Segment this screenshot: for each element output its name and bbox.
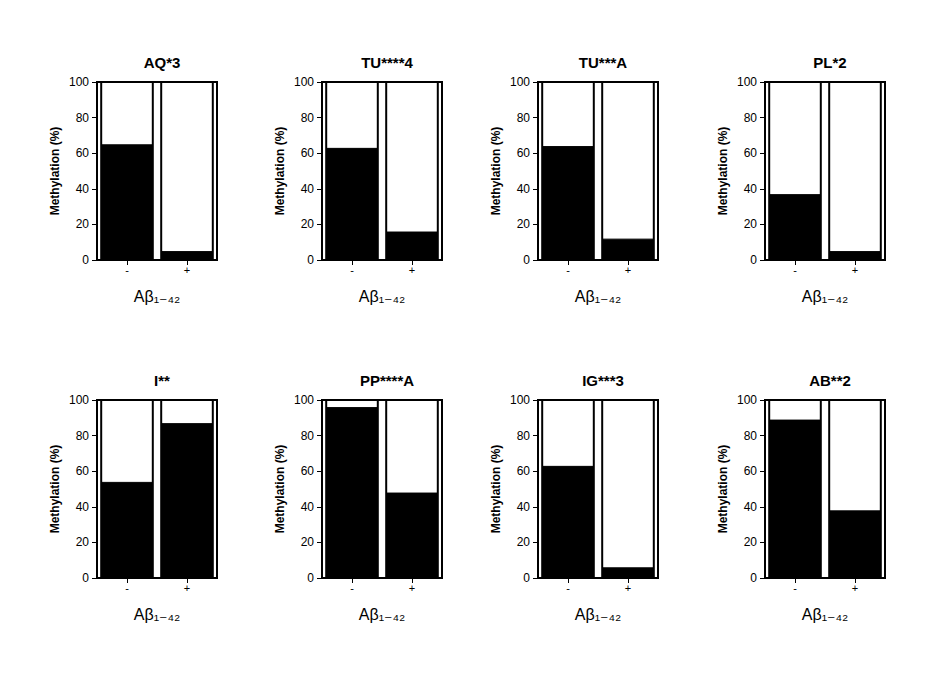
svg-text:-: - (566, 264, 570, 276)
svg-text:40: 40 (301, 182, 315, 196)
svg-text:Methylation (%): Methylation (%) (716, 127, 730, 216)
svg-text:80: 80 (301, 111, 315, 125)
svg-text:AQ*3: AQ*3 (144, 54, 181, 71)
svg-text:20: 20 (744, 535, 758, 549)
svg-text:PL*2: PL*2 (813, 54, 846, 71)
svg-text:Aβ₁₋₄₂: Aβ₁₋₄₂ (575, 288, 621, 305)
svg-text:+: + (625, 582, 631, 594)
svg-text:80: 80 (301, 429, 315, 443)
svg-text:40: 40 (744, 500, 758, 514)
svg-text:-: - (566, 582, 570, 594)
svg-text:80: 80 (517, 429, 531, 443)
svg-text:100: 100 (294, 75, 314, 89)
svg-text:60: 60 (517, 464, 531, 478)
svg-text:-: - (350, 582, 354, 594)
svg-text:0: 0 (523, 253, 530, 267)
svg-text:TU***A: TU***A (579, 54, 628, 71)
svg-text:-: - (125, 264, 129, 276)
svg-text:0: 0 (750, 571, 757, 585)
svg-text:40: 40 (517, 500, 531, 514)
svg-text:PP****A: PP****A (360, 372, 414, 389)
svg-text:0: 0 (307, 253, 314, 267)
svg-text:Aβ₁₋₄₂: Aβ₁₋₄₂ (134, 606, 180, 623)
svg-text:-: - (125, 582, 129, 594)
svg-text:TU****4: TU****4 (361, 54, 413, 71)
svg-text:40: 40 (76, 182, 90, 196)
svg-text:80: 80 (744, 429, 758, 443)
svg-text:Aβ₁₋₄₂: Aβ₁₋₄₂ (359, 606, 405, 623)
svg-text:20: 20 (76, 217, 90, 231)
svg-text:Methylation (%): Methylation (%) (48, 127, 62, 216)
svg-text:60: 60 (76, 464, 90, 478)
svg-text:20: 20 (744, 217, 758, 231)
svg-text:80: 80 (76, 429, 90, 443)
svg-text:100: 100 (510, 75, 530, 89)
svg-text:Methylation (%): Methylation (%) (273, 127, 287, 216)
svg-text:60: 60 (301, 464, 315, 478)
svg-text:100: 100 (737, 75, 757, 89)
svg-text:Aβ₁₋₄₂: Aβ₁₋₄₂ (802, 606, 848, 623)
svg-text:60: 60 (301, 146, 315, 160)
svg-text:Methylation (%): Methylation (%) (716, 445, 730, 534)
svg-text:100: 100 (294, 393, 314, 407)
svg-text:Methylation (%): Methylation (%) (489, 445, 503, 534)
svg-text:+: + (409, 264, 415, 276)
svg-text:-: - (350, 264, 354, 276)
svg-text:80: 80 (76, 111, 90, 125)
svg-text:20: 20 (301, 535, 315, 549)
svg-text:+: + (625, 264, 631, 276)
svg-text:0: 0 (750, 253, 757, 267)
svg-text:Aβ₁₋₄₂: Aβ₁₋₄₂ (359, 288, 405, 305)
svg-text:Methylation (%): Methylation (%) (48, 445, 62, 534)
svg-text:80: 80 (517, 111, 531, 125)
svg-text:AB**2: AB**2 (809, 372, 851, 389)
svg-text:40: 40 (76, 500, 90, 514)
svg-text:+: + (184, 264, 190, 276)
svg-text:-: - (793, 582, 797, 594)
svg-text:+: + (409, 582, 415, 594)
svg-text:-: - (793, 264, 797, 276)
svg-text:60: 60 (517, 146, 531, 160)
svg-text:20: 20 (517, 217, 531, 231)
svg-text:100: 100 (69, 393, 89, 407)
svg-text:60: 60 (76, 146, 90, 160)
svg-text:40: 40 (517, 182, 531, 196)
svg-text:100: 100 (737, 393, 757, 407)
svg-text:Methylation (%): Methylation (%) (489, 127, 503, 216)
svg-text:40: 40 (301, 500, 315, 514)
svg-text:0: 0 (307, 571, 314, 585)
svg-text:20: 20 (517, 535, 531, 549)
svg-text:100: 100 (69, 75, 89, 89)
svg-text:0: 0 (82, 253, 89, 267)
svg-text:Aβ₁₋₄₂: Aβ₁₋₄₂ (134, 288, 180, 305)
svg-text:40: 40 (744, 182, 758, 196)
svg-text:+: + (852, 582, 858, 594)
svg-text:Methylation (%): Methylation (%) (273, 445, 287, 534)
svg-text:Aβ₁₋₄₂: Aβ₁₋₄₂ (575, 606, 621, 623)
svg-text:100: 100 (510, 393, 530, 407)
svg-text:0: 0 (523, 571, 530, 585)
svg-text:60: 60 (744, 464, 758, 478)
svg-text:IG***3: IG***3 (582, 372, 624, 389)
svg-text:80: 80 (744, 111, 758, 125)
svg-text:Aβ₁₋₄₂: Aβ₁₋₄₂ (802, 288, 848, 305)
svg-text:+: + (184, 582, 190, 594)
svg-text:I**: I** (154, 372, 170, 389)
svg-text:20: 20 (76, 535, 90, 549)
svg-text:+: + (852, 264, 858, 276)
svg-text:0: 0 (82, 571, 89, 585)
svg-text:20: 20 (301, 217, 315, 231)
svg-text:60: 60 (744, 146, 758, 160)
